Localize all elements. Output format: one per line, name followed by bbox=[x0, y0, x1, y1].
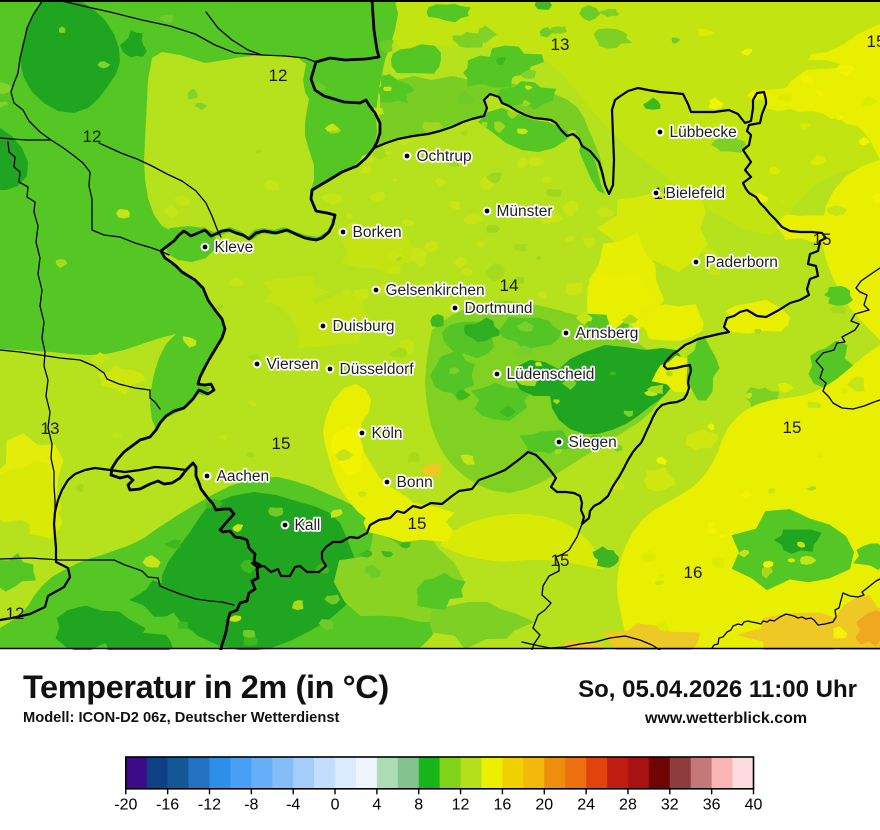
svg-text:15: 15 bbox=[813, 230, 832, 249]
svg-text:15: 15 bbox=[783, 418, 802, 437]
svg-text:15: 15 bbox=[654, 184, 673, 203]
svg-text:14: 14 bbox=[500, 276, 519, 295]
svg-text:24: 24 bbox=[577, 797, 595, 814]
svg-text:15: 15 bbox=[272, 434, 291, 453]
svg-text:16: 16 bbox=[494, 797, 512, 814]
svg-text:28: 28 bbox=[619, 797, 637, 814]
svg-text:Kleve: Kleve bbox=[215, 239, 254, 256]
svg-text:Ochtrup: Ochtrup bbox=[417, 148, 472, 165]
svg-text:12: 12 bbox=[452, 797, 470, 814]
svg-text:Bonn: Bonn bbox=[397, 474, 433, 491]
svg-text:Arnsberg: Arnsberg bbox=[576, 325, 639, 342]
svg-text:Lüdenscheid: Lüdenscheid bbox=[507, 366, 595, 383]
svg-text:-8: -8 bbox=[244, 797, 258, 814]
svg-text:32: 32 bbox=[661, 797, 679, 814]
svg-text:-20: -20 bbox=[114, 797, 137, 814]
svg-text:Lübbecke: Lübbecke bbox=[670, 124, 737, 141]
svg-text:0: 0 bbox=[331, 797, 340, 814]
svg-text:12: 12 bbox=[6, 604, 25, 623]
svg-text:4: 4 bbox=[372, 797, 381, 814]
svg-text:Paderborn: Paderborn bbox=[706, 254, 778, 271]
svg-text:12: 12 bbox=[83, 127, 102, 146]
svg-text:15: 15 bbox=[408, 514, 427, 533]
svg-text:Duisburg: Duisburg bbox=[333, 318, 395, 335]
svg-text:Düsseldorf: Düsseldorf bbox=[340, 361, 415, 378]
svg-text:Borken: Borken bbox=[353, 224, 402, 241]
svg-text:Kall: Kall bbox=[295, 517, 321, 534]
svg-text:Bielefeld: Bielefeld bbox=[666, 185, 725, 202]
svg-text:12: 12 bbox=[269, 66, 288, 85]
svg-text:15: 15 bbox=[551, 551, 570, 570]
svg-text:15: 15 bbox=[867, 32, 880, 51]
svg-text:-12: -12 bbox=[198, 797, 221, 814]
svg-text:Köln: Köln bbox=[372, 425, 403, 442]
svg-text:Viersen: Viersen bbox=[267, 356, 319, 373]
svg-text:Münster: Münster bbox=[497, 203, 553, 220]
svg-text:13: 13 bbox=[41, 419, 60, 438]
svg-text:16: 16 bbox=[684, 563, 703, 582]
svg-text:Siegen: Siegen bbox=[569, 434, 617, 451]
svg-text:40: 40 bbox=[745, 797, 763, 814]
svg-text:Dortmund: Dortmund bbox=[465, 300, 533, 317]
svg-text:36: 36 bbox=[703, 797, 721, 814]
svg-text:20: 20 bbox=[535, 797, 553, 814]
svg-text:Gelsenkirchen: Gelsenkirchen bbox=[386, 282, 485, 299]
svg-text:-16: -16 bbox=[156, 797, 179, 814]
svg-text:-4: -4 bbox=[286, 797, 300, 814]
svg-text:Aachen: Aachen bbox=[217, 468, 270, 485]
svg-text:13: 13 bbox=[551, 35, 570, 54]
svg-text:8: 8 bbox=[414, 797, 423, 814]
